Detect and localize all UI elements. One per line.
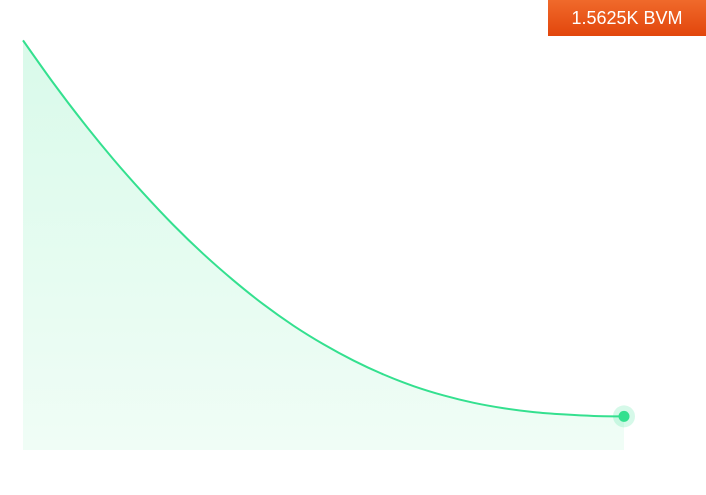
price-badge: 1.5625K BVM [548, 0, 706, 36]
endpoint-marker [618, 410, 630, 422]
series-line [22, 39, 625, 418]
area-fill [23, 40, 624, 451]
